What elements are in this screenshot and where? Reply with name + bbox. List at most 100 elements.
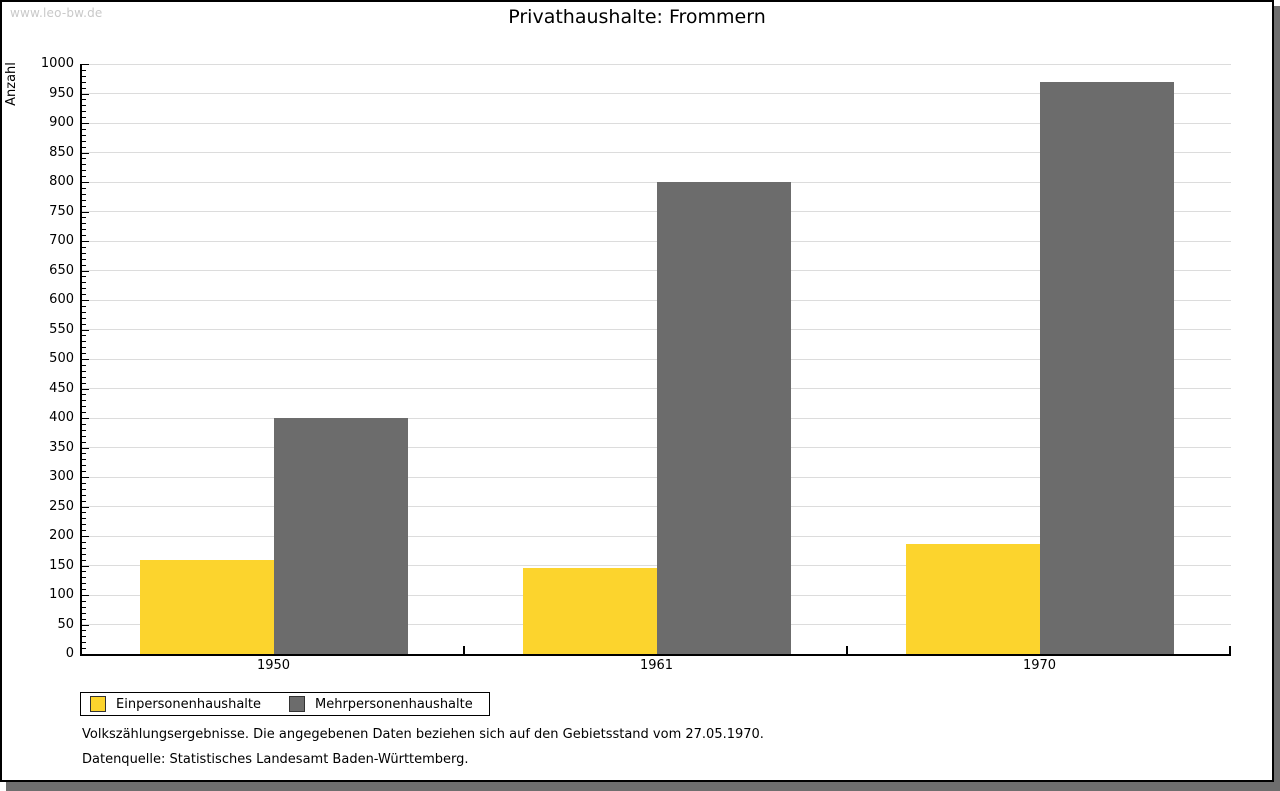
x-axis-boundary-tick <box>1229 646 1231 654</box>
legend-label: Mehrpersonenhaushalte <box>315 696 473 712</box>
drop-shadow-right <box>1274 6 1280 791</box>
y-axis-minor-tick <box>82 81 86 83</box>
y-axis-minor-tick <box>82 459 86 461</box>
y-axis-minor-tick <box>82 612 86 614</box>
y-axis-major-tick <box>82 329 89 331</box>
y-axis-major-tick <box>82 595 89 596</box>
y-axis-minor-tick <box>82 618 86 620</box>
y-axis-minor-tick <box>82 335 86 337</box>
legend-item: Mehrpersonenhaushalte <box>289 696 473 712</box>
y-axis-minor-tick <box>82 205 86 207</box>
y-axis-minor-tick <box>82 512 86 514</box>
plot-area: 0 50 100 150 200 250 300 350 400 450 500 550 600 650 7… <box>41 56 1231 673</box>
x-axis-category-label: 1961 <box>639 658 674 673</box>
y-axis-minor-tick <box>82 482 86 484</box>
y-axis-major-tick <box>82 447 89 449</box>
gridline <box>82 122 1231 124</box>
y-axis-minor-tick <box>82 117 86 119</box>
y-axis-minor-tick <box>82 187 86 189</box>
y-axis-minor-tick <box>82 311 86 313</box>
gridline <box>82 152 1231 153</box>
y-axis-minor-tick <box>82 636 86 638</box>
y-axis-major-tick <box>82 241 89 242</box>
y-axis-minor-tick <box>82 530 86 532</box>
y-axis-tick-label: 0 <box>65 646 74 661</box>
y-axis-minor-tick <box>82 547 86 549</box>
y-axis-minor-tick <box>82 305 86 307</box>
legend-item: Einpersonenhaushalte <box>90 696 261 712</box>
y-axis-tick-label: 150 <box>49 557 74 573</box>
y-axis-minor-tick <box>82 423 86 425</box>
y-axis-tick-label: 1000 <box>40 56 74 71</box>
legend: Einpersonenhaushalte Mehrpersonenhaushalt… <box>80 692 490 716</box>
x-axis-boundary-tick <box>846 646 848 654</box>
y-axis-minor-tick <box>82 488 86 490</box>
y-axis-minor-tick <box>82 500 86 502</box>
y-axis-minor-tick <box>82 264 86 266</box>
y-axis-minor-tick <box>82 288 86 290</box>
y-axis-tick-label: 700 <box>49 233 74 248</box>
y-axis-major-tick <box>82 270 89 272</box>
y-axis-minor-tick <box>82 176 86 178</box>
x-axis-boundary-tick <box>463 646 465 654</box>
y-axis-minor-tick <box>82 541 86 543</box>
y-axis-minor-tick <box>82 394 86 396</box>
y-axis-minor-tick <box>82 606 86 608</box>
bar-einpersonenhaushalte-1950 <box>139 559 274 654</box>
y-axis-tick-label: 200 <box>49 528 74 543</box>
y-axis-minor-tick <box>82 170 86 172</box>
y-axis-minor-tick <box>82 494 86 496</box>
y-axis-minor-tick <box>82 382 86 384</box>
legend-swatch-icon <box>289 696 305 712</box>
y-axis-minor-tick <box>82 642 86 644</box>
y-axis-minor-tick <box>82 376 86 378</box>
y-axis-minor-tick <box>82 87 86 89</box>
bar-mehrpersonenhaushalte-1961 <box>656 182 791 654</box>
y-axis-major-tick <box>82 211 89 213</box>
y-axis-minor-tick <box>82 235 86 237</box>
y-axis-minor-tick <box>82 146 86 148</box>
y-axis-tick-label: 350 <box>49 439 74 455</box>
y-axis-minor-tick <box>82 524 86 526</box>
y-axis-minor-tick <box>82 553 86 555</box>
y-axis-tick-label: 500 <box>49 351 74 366</box>
y-axis-minor-tick <box>82 282 86 284</box>
y-axis-minor-tick <box>82 193 86 195</box>
y-axis-minor-tick <box>82 435 86 437</box>
y-axis-minor-tick <box>82 229 86 231</box>
gridline <box>82 93 1231 94</box>
y-axis-major-tick <box>82 123 89 124</box>
bar-mehrpersonenhaushalte-1950 <box>273 418 408 654</box>
y-axis-tick-label: 400 <box>49 410 74 425</box>
y-axis-minor-tick <box>82 111 86 113</box>
y-axis-minor-tick <box>82 364 86 366</box>
footnote-data-source: Datenquelle: Statistisches Landesamt Bad… <box>82 752 469 767</box>
y-axis-minor-tick <box>82 471 86 473</box>
y-axis-major-tick <box>82 182 89 183</box>
y-axis-tick-label: 450 <box>49 380 74 396</box>
bar-einpersonenhaushalte-1970 <box>905 543 1040 654</box>
gridline <box>82 63 1231 65</box>
y-axis-minor-tick <box>82 465 86 467</box>
bar-einpersonenhaushalte-1961 <box>522 567 657 654</box>
y-axis-minor-tick <box>82 577 86 579</box>
watermark: www.leo-bw.de <box>10 6 103 20</box>
y-axis-minor-tick <box>82 69 86 71</box>
y-axis-minor-tick <box>82 246 86 248</box>
y-axis-minor-tick <box>82 571 86 573</box>
y-axis-major-tick <box>82 359 89 360</box>
y-axis-minor-tick <box>82 75 86 77</box>
y-axis-minor-tick <box>82 400 86 402</box>
y-axis-minor-tick <box>82 630 86 632</box>
y-axis-tick-label: 800 <box>49 174 74 189</box>
y-axis-major-tick <box>82 536 89 537</box>
y-axis-minor-tick <box>82 370 86 372</box>
y-axis-minor-tick <box>82 99 86 101</box>
y-axis-major-tick <box>82 624 89 626</box>
y-axis-tick-label: 850 <box>49 144 74 160</box>
y-axis-minor-tick <box>82 164 86 166</box>
y-axis-major-tick <box>82 152 89 154</box>
y-axis-minor-tick <box>82 128 86 130</box>
y-axis-minor-tick <box>82 217 86 219</box>
